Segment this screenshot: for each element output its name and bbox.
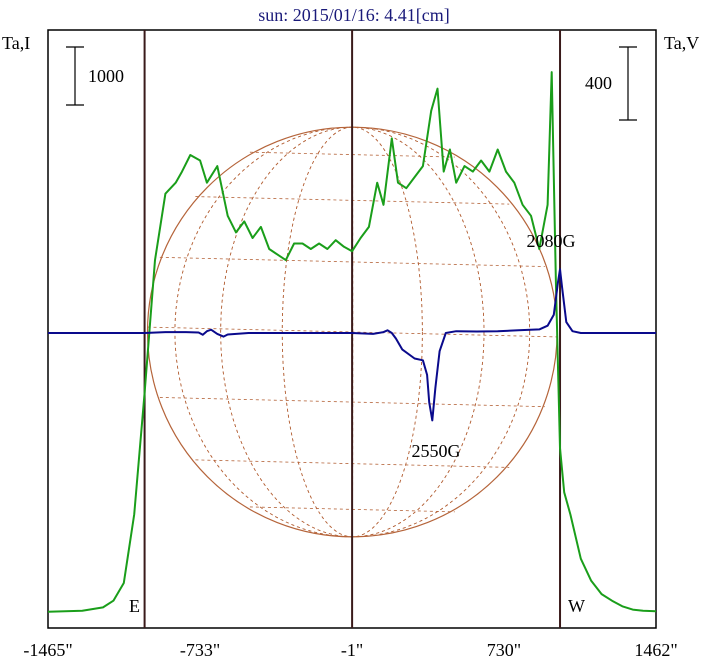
stokes-i-line — [47, 71, 657, 613]
left-axis-label: Ta,I — [2, 33, 30, 53]
scale-bar-right-label: 400 — [585, 73, 612, 93]
annotations: 2080G 2550G — [412, 231, 576, 461]
vertical-markers — [143, 30, 562, 628]
x-tick-label: -1" — [341, 640, 363, 660]
x-tick-label: 730" — [487, 640, 521, 660]
field-strength-label: 2550G — [412, 441, 461, 461]
x-tick-label: -1465" — [23, 640, 72, 660]
x-tick-labels: -1465" -733" -1" 730" 1462" — [23, 640, 677, 660]
field-strength-label: 2080G — [527, 231, 576, 251]
x-tick-label: 1462" — [634, 640, 677, 660]
x-tick-label: -733" — [180, 640, 220, 660]
series-group — [47, 71, 657, 613]
scale-bar-right: 400 — [585, 46, 637, 121]
scale-bar-left-label: 1000 — [88, 66, 124, 86]
right-axis-label: Ta,V — [664, 33, 699, 53]
chart-title: sun: 2015/01/16: 4.41[cm] — [258, 5, 450, 25]
scale-bar-left: 1000 — [66, 46, 124, 106]
east-limb-label: E — [129, 596, 140, 616]
stokes-v-line — [48, 268, 656, 422]
west-limb-label: W — [568, 596, 585, 616]
